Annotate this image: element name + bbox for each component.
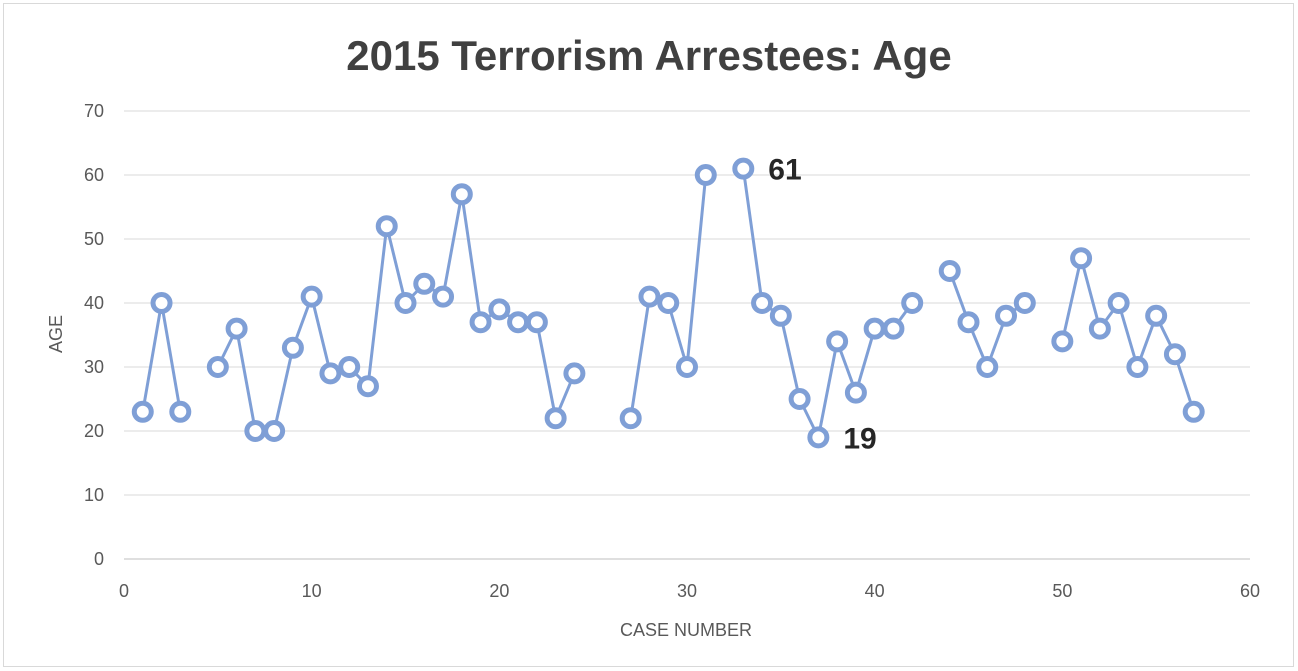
x-tick-label: 60 <box>1240 581 1260 601</box>
series-points <box>131 157 1205 449</box>
data-point <box>694 164 717 186</box>
data-point <box>1088 317 1111 340</box>
data-point <box>751 292 774 314</box>
data-point <box>1145 304 1168 327</box>
data-callout: 19 <box>843 422 876 455</box>
data-point <box>1182 400 1205 423</box>
data-point <box>638 285 661 308</box>
data-point <box>469 311 492 334</box>
data-point <box>131 400 154 423</box>
y-tick-label: 20 <box>84 421 104 441</box>
y-tick-label: 0 <box>94 549 104 569</box>
data-callout: 61 <box>768 154 801 187</box>
y-axis-ticks: 0 10 20 30 40 50 60 70 <box>84 101 104 569</box>
data-point <box>938 260 961 282</box>
data-point <box>244 420 267 442</box>
chart-frame <box>3 3 1294 667</box>
data-point <box>525 311 548 334</box>
annotations: 61 19 <box>768 154 876 456</box>
y-tick-label: 40 <box>84 293 104 313</box>
series-line-segment <box>141 301 182 413</box>
data-point <box>281 336 304 359</box>
y-axis-title: AGE <box>46 315 66 353</box>
y-tick-label: 70 <box>84 101 104 121</box>
data-point <box>319 362 342 385</box>
data-point <box>338 356 361 378</box>
data-point <box>1126 356 1149 378</box>
y-tick-label: 10 <box>84 485 104 505</box>
gridlines <box>124 110 1250 560</box>
data-point <box>544 407 567 430</box>
series-line-segment <box>1060 256 1196 413</box>
data-point <box>1163 343 1186 366</box>
x-axis-title: CASE NUMBER <box>620 620 752 640</box>
y-tick-label: 30 <box>84 357 104 377</box>
x-tick-label: 10 <box>302 581 322 601</box>
data-point <box>1051 330 1074 353</box>
data-point <box>676 356 698 378</box>
data-point <box>150 292 173 314</box>
data-point <box>488 298 511 321</box>
data-point <box>375 215 398 238</box>
data-point <box>413 272 436 295</box>
data-point <box>263 420 286 442</box>
data-point <box>300 285 323 308</box>
x-tick-label: 50 <box>1052 581 1072 601</box>
x-axis-ticks: 0 10 20 30 40 50 60 <box>119 581 1260 601</box>
y-tick-label: 60 <box>84 165 104 185</box>
data-point <box>206 356 229 378</box>
data-point <box>619 407 642 430</box>
data-point <box>1070 247 1093 270</box>
y-tick-label: 50 <box>84 229 104 249</box>
data-point <box>807 426 830 449</box>
data-point <box>432 285 455 308</box>
data-point <box>863 317 886 340</box>
data-point <box>507 311 530 334</box>
data-point <box>995 304 1018 327</box>
x-tick-label: 0 <box>119 581 129 601</box>
data-point <box>563 362 586 385</box>
data-point <box>732 157 755 180</box>
data-point <box>882 317 905 340</box>
data-point <box>450 183 473 206</box>
data-point <box>1013 292 1036 314</box>
x-tick-label: 20 <box>489 581 509 601</box>
data-point <box>976 356 999 378</box>
x-tick-label: 40 <box>865 581 885 601</box>
data-point <box>769 304 792 327</box>
data-point <box>225 317 248 340</box>
data-point <box>169 400 192 423</box>
data-point <box>788 388 811 410</box>
data-point <box>957 311 980 334</box>
data-point <box>356 375 379 398</box>
data-point <box>1107 292 1130 314</box>
chart-title: 2015 Terrorism Arrestees: Age <box>346 32 951 79</box>
data-point <box>657 292 680 314</box>
data-point <box>394 292 417 314</box>
data-point <box>901 292 924 314</box>
data-point <box>826 330 849 353</box>
x-tick-label: 30 <box>677 581 697 601</box>
data-point <box>844 381 867 404</box>
